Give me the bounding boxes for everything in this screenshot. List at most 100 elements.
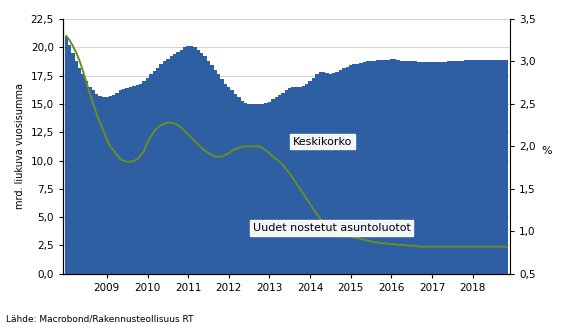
Bar — [353, 64, 356, 274]
Bar — [204, 56, 207, 274]
Bar — [393, 59, 396, 274]
Bar — [329, 75, 332, 274]
Bar — [373, 61, 376, 274]
Bar — [281, 93, 285, 274]
Bar — [261, 104, 264, 274]
Bar — [214, 70, 217, 274]
Bar — [491, 60, 494, 274]
Bar — [207, 61, 210, 274]
Bar — [430, 62, 434, 274]
Bar — [183, 47, 187, 274]
Bar — [166, 59, 170, 274]
Bar — [231, 90, 234, 274]
Bar — [78, 68, 82, 274]
Y-axis label: %: % — [541, 146, 552, 156]
Bar — [386, 60, 390, 274]
Bar — [369, 61, 373, 274]
Bar — [359, 63, 362, 274]
Bar — [149, 75, 153, 274]
Bar — [75, 61, 78, 274]
Bar — [210, 65, 214, 274]
Bar — [105, 97, 108, 274]
Bar — [505, 60, 508, 274]
Bar — [390, 59, 393, 274]
Bar — [485, 60, 488, 274]
Bar — [413, 61, 417, 274]
Bar — [427, 62, 430, 274]
Bar — [417, 62, 420, 274]
Text: Lähde: Macrobond/Rakennusteollisuus RT: Lähde: Macrobond/Rakennusteollisuus RT — [6, 315, 193, 324]
Bar — [99, 96, 102, 274]
Bar — [65, 36, 68, 274]
Bar — [312, 78, 315, 274]
Bar — [298, 87, 302, 274]
Bar — [200, 53, 204, 274]
Bar — [257, 104, 261, 274]
Bar — [237, 97, 240, 274]
Bar — [125, 88, 129, 274]
Bar — [437, 62, 441, 274]
Bar — [420, 62, 424, 274]
Bar — [217, 75, 221, 274]
Bar — [447, 61, 451, 274]
Bar — [139, 84, 142, 274]
Bar — [498, 60, 501, 274]
Bar — [451, 61, 454, 274]
Bar — [291, 87, 295, 274]
Bar — [153, 71, 156, 274]
Bar — [471, 60, 475, 274]
Bar — [308, 81, 312, 274]
Bar — [187, 46, 190, 274]
Bar — [400, 61, 403, 274]
Bar — [268, 102, 271, 274]
Bar — [481, 60, 485, 274]
Bar — [190, 46, 193, 274]
Bar — [410, 61, 413, 274]
Bar — [224, 84, 227, 274]
Bar — [112, 95, 115, 274]
Bar — [349, 65, 353, 274]
Bar — [264, 103, 268, 274]
Bar — [379, 60, 383, 274]
Bar — [88, 87, 92, 274]
Bar — [339, 70, 342, 274]
Bar — [434, 62, 437, 274]
Bar — [342, 68, 346, 274]
Bar — [464, 60, 468, 274]
Bar — [71, 53, 75, 274]
Bar — [295, 87, 298, 274]
Bar — [82, 75, 85, 274]
Bar — [180, 50, 183, 274]
Bar — [271, 99, 274, 274]
Bar — [173, 54, 176, 274]
Bar — [346, 66, 349, 274]
Bar — [376, 60, 379, 274]
Bar — [336, 72, 339, 274]
Bar — [85, 81, 88, 274]
Bar — [305, 84, 308, 274]
Bar — [251, 104, 254, 274]
Bar — [444, 62, 447, 274]
Bar — [278, 95, 281, 274]
Bar — [92, 90, 95, 274]
Bar — [366, 61, 369, 274]
Text: Uudet nostetut asuntoluotot: Uudet nostetut asuntoluotot — [252, 223, 411, 233]
Bar — [132, 86, 136, 274]
Bar — [122, 89, 125, 274]
Bar — [254, 104, 257, 274]
Bar — [227, 87, 231, 274]
Bar — [285, 90, 288, 274]
Bar — [461, 61, 464, 274]
Bar — [159, 64, 163, 274]
Bar — [234, 94, 237, 274]
Bar — [136, 85, 139, 274]
Bar — [468, 60, 471, 274]
Bar — [68, 45, 71, 274]
Bar — [383, 60, 386, 274]
Y-axis label: mrd. liukuva vuosisumma: mrd. liukuva vuosisumma — [15, 83, 25, 209]
Bar — [274, 97, 278, 274]
Bar — [288, 88, 291, 274]
Bar — [494, 60, 498, 274]
Bar — [319, 72, 322, 274]
Bar — [108, 96, 112, 274]
